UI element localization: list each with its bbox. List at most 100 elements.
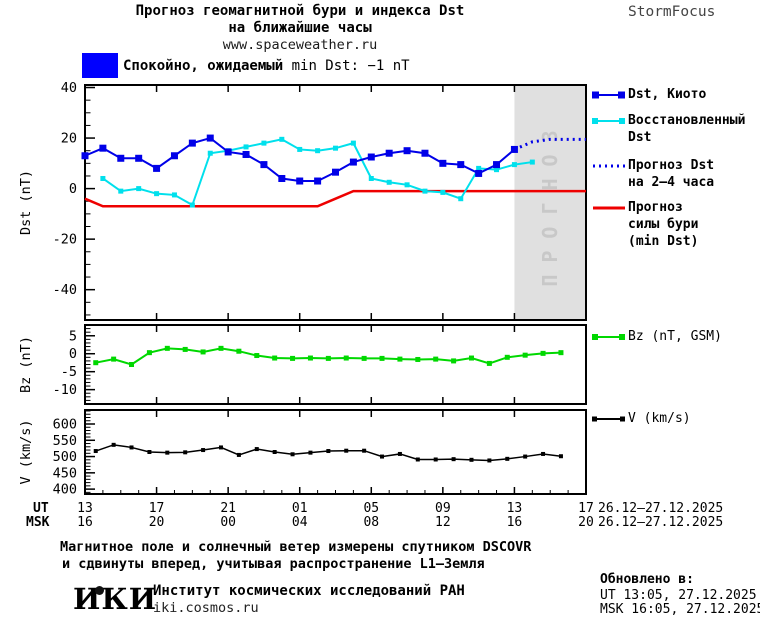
legend-item: V (km/s)	[592, 410, 691, 427]
series-marker	[540, 350, 546, 356]
series-marker	[272, 450, 277, 454]
series-line	[84, 189, 586, 208]
iki-logo: ИКИ	[73, 582, 158, 616]
series-marker	[200, 349, 206, 355]
panel-border	[84, 324, 587, 405]
series-marker	[397, 451, 402, 456]
updated-msk: MSK 16:05, 27.12.2025	[600, 602, 760, 617]
legend-item: Прогноз Dst на 2–4 часа	[592, 157, 714, 191]
legend-label: Bz (nT, GSM)	[628, 329, 722, 344]
page-subtitle: на ближайшие часы	[228, 20, 372, 36]
updated-ut: UT 13:05, 27.12.2025	[600, 588, 757, 603]
series-marker	[494, 167, 500, 173]
brand-label: StormFocus	[628, 4, 716, 20]
y-tick-label: -20	[53, 232, 77, 248]
series-marker	[379, 355, 385, 361]
legend-swatch	[592, 416, 625, 422]
legend-label: Dst	[628, 130, 652, 145]
series-marker	[153, 164, 161, 172]
series-marker	[164, 345, 170, 351]
series-line	[84, 136, 516, 183]
ut-date-range: 26.12–27.12.2025	[598, 501, 724, 516]
x-tick-label: 17	[148, 501, 165, 516]
series-marker	[361, 355, 367, 361]
x-tick-label: 00	[220, 515, 236, 530]
legend-label: Прогноз	[628, 200, 683, 215]
y-axis-title: Dst (nT)	[18, 170, 34, 235]
series-marker	[404, 182, 410, 188]
series-marker	[297, 146, 303, 152]
x-tick-label: 17	[578, 501, 594, 516]
storm-level-swatch	[82, 53, 118, 78]
series-marker	[333, 145, 338, 151]
series-marker	[314, 177, 322, 185]
x-tick-label: 20	[148, 515, 165, 530]
x-tick-label: 09	[435, 501, 451, 516]
series-marker	[380, 454, 385, 459]
series-marker	[476, 165, 482, 171]
series-line	[513, 137, 586, 151]
legend-label: V (km/s)	[628, 411, 691, 426]
series-marker	[136, 186, 142, 192]
series-marker	[118, 188, 124, 194]
x-tick-label: 13	[506, 501, 523, 516]
series-marker	[397, 356, 403, 362]
y-tick-label: 450	[53, 465, 77, 481]
series-marker	[99, 144, 107, 152]
page-title: Прогноз геомагнитной бури и индекса Dst	[135, 3, 465, 19]
series-marker	[260, 161, 268, 169]
legend-swatch	[593, 164, 625, 168]
panel-border	[84, 409, 587, 495]
msk-axis-row: MSK 16 20 00 04 08 12 16 20 26.12–27.12.2025	[0, 515, 760, 530]
legend-label: Прогноз Dst	[628, 158, 715, 173]
series-marker	[362, 448, 367, 453]
y-tick-label: 500	[53, 449, 77, 465]
series-marker	[261, 140, 267, 146]
series-marker	[439, 159, 447, 167]
series-marker	[93, 360, 99, 366]
storm-level-min-dst: min Dst: −1 nT	[291, 58, 410, 74]
y-axis-title: Bz (nT)	[18, 336, 34, 393]
y-tick-label: 550	[53, 433, 77, 449]
panel-border	[84, 84, 587, 321]
series-marker	[511, 162, 517, 168]
series-marker	[147, 450, 152, 454]
source-site-label: www.spaceweather.ru	[222, 37, 378, 53]
series-marker	[183, 450, 188, 455]
panel-dst: ПРОГНОЗ 40 20 0 -20 -40 Dst (nT)	[18, 80, 587, 321]
series-marker	[201, 448, 206, 453]
series-marker	[325, 355, 331, 361]
series-marker	[171, 192, 177, 198]
legend-swatch	[592, 334, 625, 340]
series-marker	[541, 451, 546, 456]
series-marker	[308, 450, 313, 455]
series-marker	[129, 362, 135, 367]
series-marker	[93, 449, 98, 454]
series-marker	[468, 355, 474, 361]
x-tick-label: 20	[578, 515, 594, 530]
legend-label: на 2–4 часа	[628, 175, 715, 190]
series-marker	[367, 153, 375, 161]
series-marker	[368, 175, 374, 181]
y-tick-label: 5	[69, 328, 77, 344]
series-marker	[403, 147, 411, 155]
x-tick-label: 08	[363, 515, 380, 530]
series-marker	[254, 353, 260, 359]
series-marker	[254, 447, 259, 452]
series-marker	[504, 354, 510, 360]
series-marker	[135, 154, 143, 162]
y-tick-label: 20	[61, 131, 77, 147]
series-marker	[344, 448, 349, 453]
series-marker	[111, 356, 117, 362]
panel-bz: 5 0 -5 -10 Bz (nT)	[18, 324, 587, 405]
series-marker	[421, 149, 429, 157]
series-marker	[458, 196, 464, 202]
series-marker	[433, 356, 439, 362]
series-marker	[206, 134, 214, 142]
series-marker	[218, 345, 224, 351]
series-marker	[558, 350, 564, 356]
forecast-region	[514, 86, 585, 319]
